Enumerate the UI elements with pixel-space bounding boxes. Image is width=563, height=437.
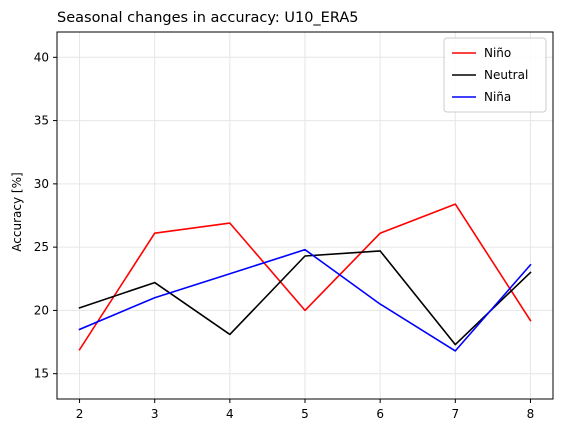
series-line-nino [78, 203, 532, 351]
axis-ticks: 2 3 4 5 6 7 8 15 20 25 30 35 40 [34, 50, 535, 421]
y-axis-label: Accuracy [%] [10, 172, 24, 251]
x-tick-label: 4 [226, 407, 234, 421]
series-line-neutral [78, 250, 532, 346]
y-tick-label: 35 [34, 114, 49, 128]
x-tick-label: 6 [376, 407, 384, 421]
x-tick-label: 7 [451, 407, 459, 421]
x-tick-label: 8 [527, 407, 535, 421]
y-tick-label: 30 [34, 177, 49, 191]
x-tick-label: 2 [76, 407, 84, 421]
y-tick-label: 40 [34, 50, 49, 64]
legend-label: Niña [484, 90, 511, 104]
series-lines [78, 203, 532, 352]
y-tick-label: 20 [34, 303, 49, 317]
y-tick-label: 25 [34, 240, 49, 254]
legend-label: Niño [484, 46, 511, 60]
legend-box [443, 37, 547, 113]
series-line-nina [78, 248, 532, 352]
chart-title: Seasonal changes in accuracy: U10_ERA5 [57, 10, 358, 26]
x-tick-label: 5 [301, 407, 309, 421]
legend-label: Neutral [484, 68, 528, 82]
grid-lines [57, 32, 553, 399]
legend: Niño Neutral Niña [443, 37, 547, 113]
y-tick-label: 15 [34, 367, 49, 381]
x-tick-label: 3 [151, 407, 159, 421]
